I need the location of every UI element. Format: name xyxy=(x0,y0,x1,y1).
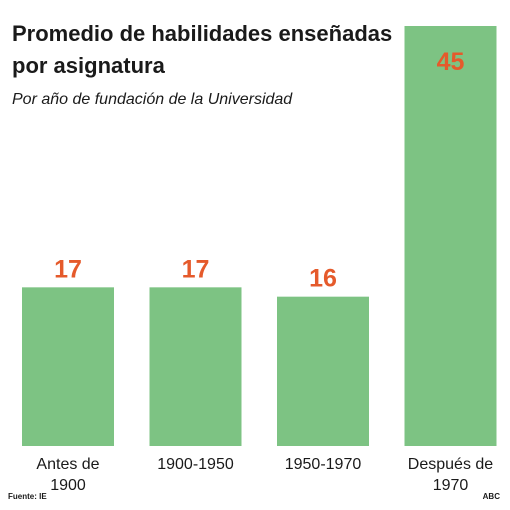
category-label-4: Después de 1970 xyxy=(408,456,493,494)
bar-2 xyxy=(149,287,242,446)
source-label: Fuente: xyxy=(8,492,37,501)
value-label-3: 16 xyxy=(309,265,337,293)
value-label-2: 17 xyxy=(182,255,210,283)
source-note: Fuente: IE xyxy=(8,492,47,502)
category-label-3: 1950-1970 xyxy=(285,456,362,473)
value-label-1: 17 xyxy=(54,255,82,283)
category-label-2: 1900-1950 xyxy=(157,456,234,473)
category-label-1: Antes de 1900 xyxy=(36,456,99,494)
bar-3 xyxy=(277,296,369,446)
publisher-credit: ABC xyxy=(482,492,500,501)
chart-title: Promedio de habilidades enseñadas por as… xyxy=(12,21,393,78)
value-label-4: 45 xyxy=(437,48,465,76)
source-value: IE xyxy=(39,492,47,501)
bar-4 xyxy=(404,26,497,446)
chart-subtitle: Por año de fundación de la Universidad xyxy=(12,91,293,108)
bar-1 xyxy=(22,287,114,446)
